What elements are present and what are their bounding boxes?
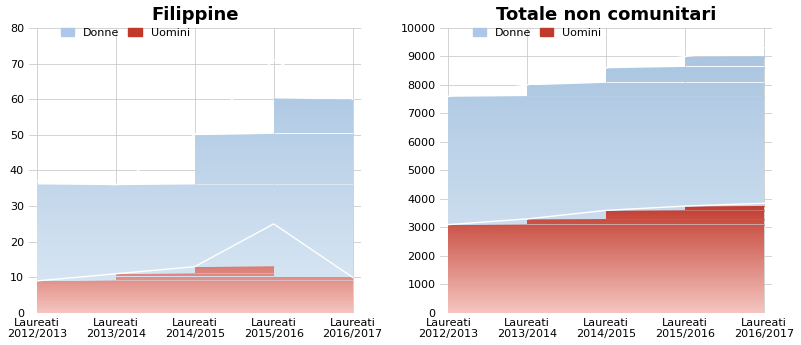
Legend: Donne, Uomini: Donne, Uomini bbox=[61, 28, 190, 38]
Title: Filippine: Filippine bbox=[151, 6, 239, 23]
Title: Totale non comunitari: Totale non comunitari bbox=[496, 6, 716, 23]
Legend: Donne, Uomini: Donne, Uomini bbox=[473, 28, 602, 38]
